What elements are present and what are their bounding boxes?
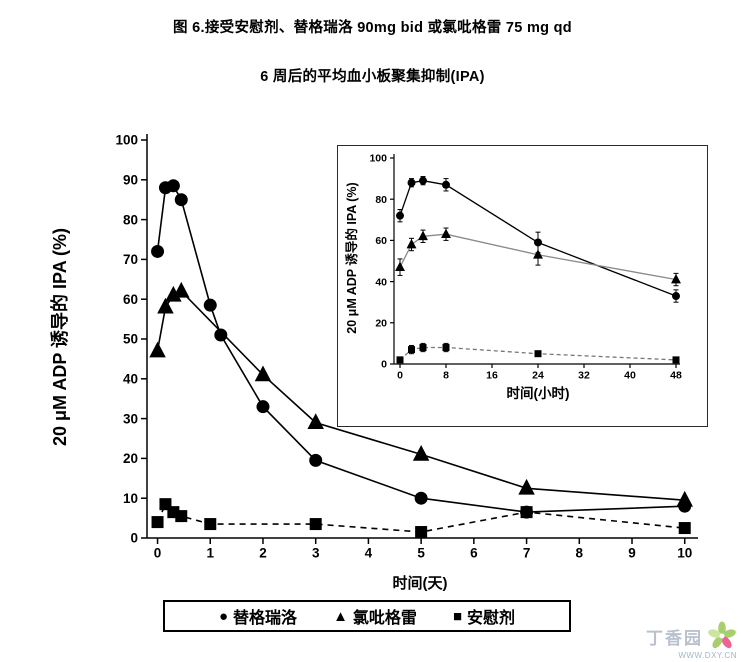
- watermark-row: 丁香园: [646, 619, 739, 653]
- svg-text:0: 0: [154, 546, 162, 561]
- svg-text:40: 40: [123, 372, 138, 387]
- svg-text:70: 70: [123, 252, 138, 267]
- svg-text:8: 8: [443, 370, 449, 382]
- svg-text:2: 2: [259, 546, 267, 561]
- chart-area: 0 1 2 3 4 5 6 7 8 9 10 0 10 20 30 40 50 60 70 80 90 100 时间(天) 2…: [0, 100, 745, 600]
- svg-text:20 μM ADP 诱导的 IPA (%): 20 μM ADP 诱导的 IPA (%): [49, 228, 70, 446]
- svg-text:40: 40: [624, 370, 636, 382]
- legend-label-clopidogrel: 氯吡格雷: [352, 610, 417, 627]
- legend-item-ticagrelor: ● 替格瑞洛: [219, 604, 297, 628]
- svg-text:80: 80: [375, 194, 387, 206]
- svg-text:20: 20: [375, 317, 387, 329]
- flower-logo-icon: [708, 621, 736, 649]
- svg-text:20: 20: [123, 451, 138, 466]
- figure-title-line1: 图 6.接受安慰剂、替格瑞洛 90mg bid 或氯吡格雷 75 mg qd: [173, 20, 572, 36]
- svg-text:24: 24: [532, 370, 544, 382]
- svg-text:32: 32: [578, 370, 590, 382]
- inset-chart-frame: 0 8 16 24 32 40 48 0 20 40 60 80 100 时间(小时) 20 μM ADP …: [337, 145, 708, 427]
- main-chart: 0 1 2 3 4 5 6 7 8 9 100102030405060708090100时间(天)2…: [49, 133, 698, 592]
- watermark-name: 丁香园: [646, 628, 703, 648]
- legend: ● 替格瑞洛 ▲ 氯吡格雷 ■ 安慰剂: [163, 600, 571, 632]
- svg-text:6: 6: [470, 546, 478, 561]
- svg-text:7: 7: [523, 546, 531, 561]
- legend-label-placebo: 安慰剂: [467, 610, 516, 627]
- inset-chart: 0 8 16 24 32 40 48 0 20 40 60 80 100 时间(小时) 20 μM ADP …: [344, 153, 682, 401]
- legend-item-clopidogrel: ▲ 氯吡格雷: [333, 604, 417, 628]
- legend-item-placebo: ■ 安慰剂: [453, 604, 515, 628]
- svg-text:16: 16: [486, 370, 498, 382]
- svg-text:4: 4: [365, 546, 373, 561]
- svg-text:1: 1: [207, 546, 215, 561]
- svg-text:48: 48: [670, 370, 682, 382]
- svg-text:10: 10: [123, 491, 138, 506]
- legend-label-ticagrelor: 替格瑞洛: [233, 610, 298, 627]
- svg-text:0: 0: [381, 359, 387, 371]
- square-marker-icon: ■: [452, 607, 462, 625]
- svg-text:时间(天): 时间(天): [393, 574, 448, 592]
- svg-text:60: 60: [375, 235, 387, 247]
- svg-text:60: 60: [123, 292, 138, 307]
- svg-text:5: 5: [417, 546, 425, 561]
- svg-text:8: 8: [576, 546, 584, 561]
- svg-text:90: 90: [123, 173, 138, 188]
- svg-text:50: 50: [123, 332, 138, 347]
- figure-title-line2: 6 周后的平均血小板聚集抑制(IPA): [260, 69, 485, 85]
- watermark-url: WWW.DXY.CN: [678, 651, 737, 660]
- svg-text:100: 100: [369, 153, 387, 165]
- svg-text:9: 9: [628, 546, 636, 561]
- triangle-marker-icon: ▲: [333, 607, 348, 625]
- svg-text:时间(小时): 时间(小时): [507, 385, 570, 401]
- svg-text:30: 30: [123, 411, 138, 426]
- svg-text:40: 40: [375, 276, 387, 288]
- svg-text:80: 80: [123, 212, 138, 227]
- svg-text:100: 100: [115, 133, 138, 148]
- svg-text:10: 10: [677, 546, 692, 561]
- svg-text:3: 3: [312, 546, 320, 561]
- svg-text:20 μM ADP 诱导的 IPA (%): 20 μM ADP 诱导的 IPA (%): [344, 182, 359, 333]
- svg-text:0: 0: [130, 531, 138, 546]
- circle-marker-icon: ●: [218, 607, 229, 625]
- watermark: 丁香园 WWW.DXY.CN: [646, 619, 739, 660]
- svg-text:0: 0: [397, 370, 403, 382]
